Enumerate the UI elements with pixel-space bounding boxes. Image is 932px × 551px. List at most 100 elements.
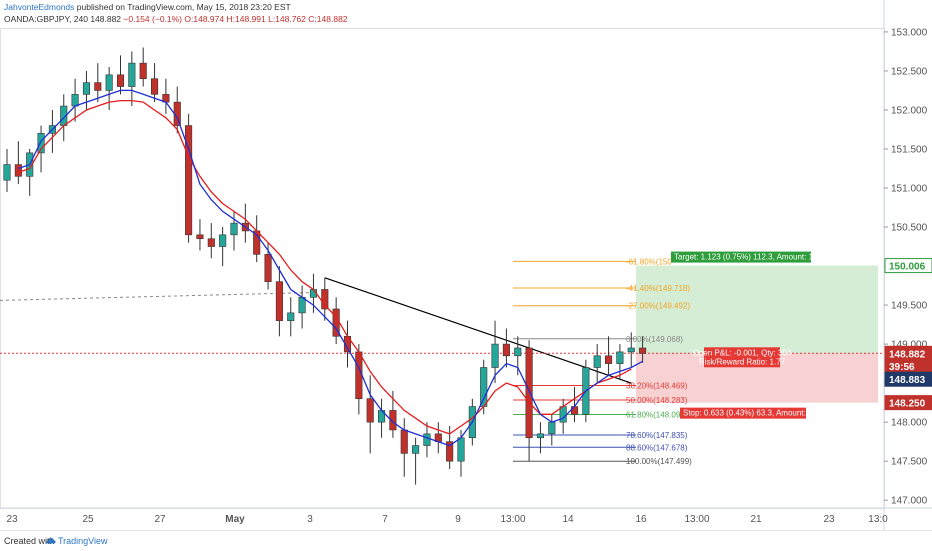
- candle-body: [185, 125, 193, 236]
- time-tick-label: 16: [635, 514, 647, 525]
- price-tag-bg: [884, 395, 932, 411]
- candle-body: [3, 164, 11, 181]
- chart-header: JahvonteEdmonds published on TradingView…: [0, 0, 932, 26]
- candle-body: [559, 406, 567, 423]
- candle-body: [94, 82, 102, 91]
- published-text: published on TradingView.com, May 15, 20…: [76, 2, 291, 12]
- price-tag-text: 150.006: [889, 262, 926, 273]
- candle-body: [400, 429, 408, 454]
- time-tick-label: 21: [750, 514, 762, 525]
- fib-level-label: 78.60%(147.835): [626, 431, 688, 440]
- stop-label-bg: [680, 407, 806, 419]
- price-tag-last: 148.882: [884, 345, 932, 361]
- candle-body: [196, 234, 204, 240]
- footer: Created with TradingView: [0, 530, 932, 551]
- close-value: C:148.882: [308, 14, 348, 24]
- time-tick-label: 25: [82, 514, 94, 525]
- candle-body: [264, 254, 272, 282]
- position-labels: Target: 1.123 (0.75%) 112.3, Amount: 144…: [671, 251, 838, 419]
- price-tick-label: 148.000: [891, 418, 928, 429]
- price-tick-label: 153.000: [891, 27, 928, 38]
- target-zone: [636, 265, 878, 354]
- candle-body: [128, 62, 136, 87]
- candle-body: [423, 433, 431, 446]
- time-tick-label: 13:0: [868, 514, 888, 525]
- pnl-box-bg: [704, 347, 780, 368]
- price-tag-text: 148.250: [889, 399, 926, 410]
- candle-body: [480, 367, 488, 407]
- price-tag-ask: 148.883: [884, 371, 932, 387]
- candle-body: [366, 398, 374, 423]
- candle-body: [37, 133, 45, 154]
- price-tick-label: 149.500: [891, 301, 928, 312]
- candle-body: [275, 281, 283, 321]
- fib-level-label: -27.00%(149.492): [626, 302, 690, 311]
- candle-body: [71, 94, 79, 107]
- price-tag-stop: 148.250: [884, 395, 932, 411]
- price-tick-label: 151.000: [891, 184, 928, 195]
- symbol-label: OANDA:GBPJPY, 240: [4, 14, 88, 24]
- candle-body: [151, 78, 159, 95]
- candle-body: [536, 433, 545, 439]
- pnl-text: Open P&L: -0.001, Qty: 394: [693, 348, 792, 357]
- time-tick-label: 23: [6, 514, 18, 525]
- candle-body: [287, 312, 295, 321]
- fib-level-label: 0.00%(149.068): [626, 335, 683, 344]
- time-tick-label: 7: [382, 514, 388, 525]
- time-tick-label: 13:00: [500, 514, 525, 525]
- price-tag-bg: [884, 371, 932, 387]
- price-change: −0.154 (−0.1%): [123, 14, 183, 24]
- time-tick-label: 23: [823, 514, 835, 525]
- candle-body: [627, 347, 635, 353]
- candle-body: [321, 289, 329, 310]
- fib-level-label: 50.00%(148.283): [626, 396, 688, 405]
- target-label-bg: [671, 251, 811, 263]
- fib-level-label: -61.80%(150: [626, 257, 672, 266]
- created-with-text: Created with: [4, 536, 55, 546]
- stop-label: Stop: 0.633 (0.43%) 63.3, Amount: 750.6: [680, 407, 829, 419]
- stop-label-text: Stop: 0.633 (0.43%) 63.3, Amount: 750.6: [683, 409, 829, 418]
- candle-body: [389, 410, 397, 431]
- candle-body: [82, 82, 90, 95]
- price-tag-text: 39:56: [889, 362, 915, 373]
- candle-body: [230, 222, 238, 236]
- high-value: H:148.991: [226, 14, 266, 24]
- tradingview-link[interactable]: TradingView: [58, 536, 108, 546]
- tradingview-cloud-icon: [46, 537, 56, 544]
- price-chart[interactable]: -61.80%(150 -41.40%(149.718) -27.00%(149.4…: [0, 0, 932, 530]
- moving-averages: [18, 89, 643, 447]
- risk-reward-text: Risk/Reward Ratio: 1.77: [699, 357, 786, 366]
- candle-body: [570, 406, 579, 415]
- candle-body: [548, 421, 556, 435]
- candle-body: [14, 164, 22, 177]
- candle-body: [639, 347, 647, 354]
- low-value: L:148.762: [268, 14, 306, 24]
- author-link[interactable]: JahvonteEdmonds: [4, 2, 75, 12]
- price-tick-label: 147.500: [891, 457, 928, 468]
- candles: [3, 47, 647, 485]
- time-tick-label: May: [225, 514, 245, 525]
- target-label: Target: 1.123 (0.75%) 112.3, Amount: 144…: [671, 251, 838, 263]
- trend-line: [324, 277, 632, 384]
- price-tag-countdown: 39:56: [884, 358, 932, 374]
- candle-body: [502, 343, 510, 357]
- candle-body: [355, 351, 363, 400]
- candle-body: [412, 445, 420, 454]
- price-tag-text: 148.883: [889, 375, 926, 386]
- publish-line: JahvonteEdmonds published on TradingView…: [4, 1, 291, 13]
- position-zones: [636, 265, 878, 403]
- candle-body: [593, 355, 601, 368]
- candle-body: [105, 74, 113, 91]
- price-tick-label: 150.500: [891, 223, 928, 234]
- time-tick-label: 13:00: [684, 514, 709, 525]
- time-tick-label: 27: [154, 514, 166, 525]
- price-tag-text: 148.882: [889, 349, 926, 360]
- fib-level-label: 88.60%(147.678): [626, 443, 688, 452]
- time-tick-label: 3: [307, 514, 313, 525]
- dashed-reference-line: [0, 291, 319, 301]
- last-price: 148.882: [90, 14, 122, 24]
- price-tick-label: 152.500: [891, 66, 928, 77]
- price-tick-label: 147.000: [891, 496, 928, 507]
- candle-body: [604, 355, 613, 364]
